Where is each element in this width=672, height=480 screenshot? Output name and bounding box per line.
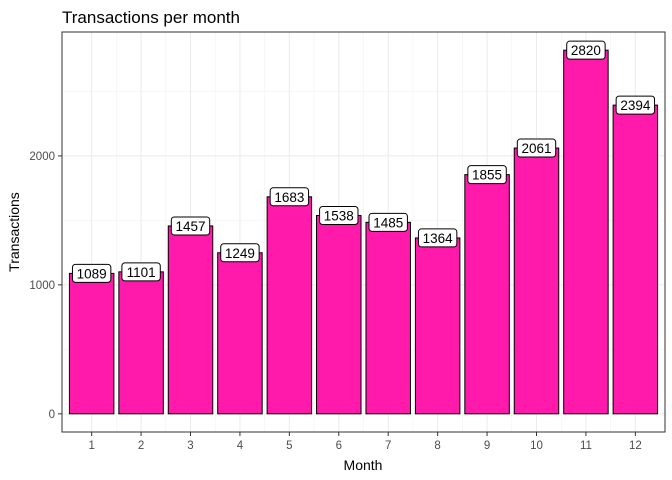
chart-title: Transactions per month bbox=[62, 8, 240, 27]
x-tick-label: 7 bbox=[385, 440, 391, 452]
y-tick-label: 2000 bbox=[29, 151, 55, 163]
bar-month-1 bbox=[68, 272, 115, 415]
bar-month-6 bbox=[316, 214, 362, 415]
x-tick-label: 12 bbox=[629, 440, 642, 452]
data-label: 1683 bbox=[274, 190, 304, 205]
data-label-box bbox=[71, 263, 112, 283]
data-label-box bbox=[170, 216, 211, 236]
data-label: 1457 bbox=[175, 219, 205, 234]
data-label-box bbox=[467, 165, 507, 185]
x-tick-label: 6 bbox=[336, 440, 342, 452]
x-tick-label: 10 bbox=[530, 440, 543, 452]
x-tick-label: 2 bbox=[138, 440, 144, 452]
bar-month-11 bbox=[563, 49, 609, 415]
data-label: 2061 bbox=[521, 141, 551, 156]
bar-month-4 bbox=[217, 252, 263, 415]
data-label: 2394 bbox=[620, 98, 651, 113]
data-label: 2820 bbox=[571, 43, 601, 58]
data-label-box bbox=[269, 187, 310, 207]
data-label-box bbox=[220, 243, 260, 263]
x-axis: 1 2 3 4 5 6 7 8 9 10 11 12 bbox=[88, 432, 642, 452]
x-tick-label: 4 bbox=[237, 440, 244, 452]
bar-month-8 bbox=[414, 237, 461, 415]
x-tick-label: 11 bbox=[580, 440, 592, 452]
data-label: 1249 bbox=[225, 246, 255, 261]
data-label: 1855 bbox=[472, 168, 502, 183]
bar-month-10 bbox=[513, 147, 560, 415]
data-label: 1364 bbox=[423, 231, 454, 246]
bar-month-2 bbox=[118, 271, 164, 415]
x-tick-label: 5 bbox=[286, 440, 292, 452]
bar-month-7 bbox=[365, 221, 411, 415]
bar-month-3 bbox=[167, 225, 214, 415]
bar-month-5 bbox=[266, 196, 313, 415]
data-label-box bbox=[368, 212, 408, 232]
panel-border bbox=[61, 31, 666, 433]
data-label: 1538 bbox=[324, 208, 354, 223]
x-tick-label: 8 bbox=[434, 440, 440, 452]
data-label: 1485 bbox=[373, 215, 403, 230]
bar-month-9 bbox=[464, 174, 510, 415]
bars bbox=[68, 49, 659, 415]
x-tick-label: 3 bbox=[187, 440, 193, 452]
data-label-box bbox=[319, 205, 359, 225]
y-axis: 0 1000 2000 bbox=[29, 151, 62, 421]
bar-month-12 bbox=[612, 104, 659, 415]
data-label-box bbox=[516, 138, 557, 158]
x-tick-label: 1 bbox=[88, 440, 94, 452]
data-label-box bbox=[615, 95, 656, 115]
x-axis-title: Month bbox=[344, 457, 383, 473]
y-tick-label: 1000 bbox=[29, 280, 55, 292]
y-axis-title: Transactions bbox=[6, 192, 22, 272]
data-labels: 1089 1101 1457 1249 1683 1538 1485 1364 1855 2061… bbox=[71, 40, 656, 283]
data-label: 1089 bbox=[77, 266, 107, 281]
data-label-box bbox=[417, 228, 458, 248]
data-label: 1101 bbox=[127, 265, 156, 280]
x-tick-label: 9 bbox=[484, 440, 490, 452]
y-tick-label: 0 bbox=[49, 409, 55, 421]
data-label-box bbox=[121, 262, 161, 282]
data-label-box bbox=[566, 40, 606, 60]
